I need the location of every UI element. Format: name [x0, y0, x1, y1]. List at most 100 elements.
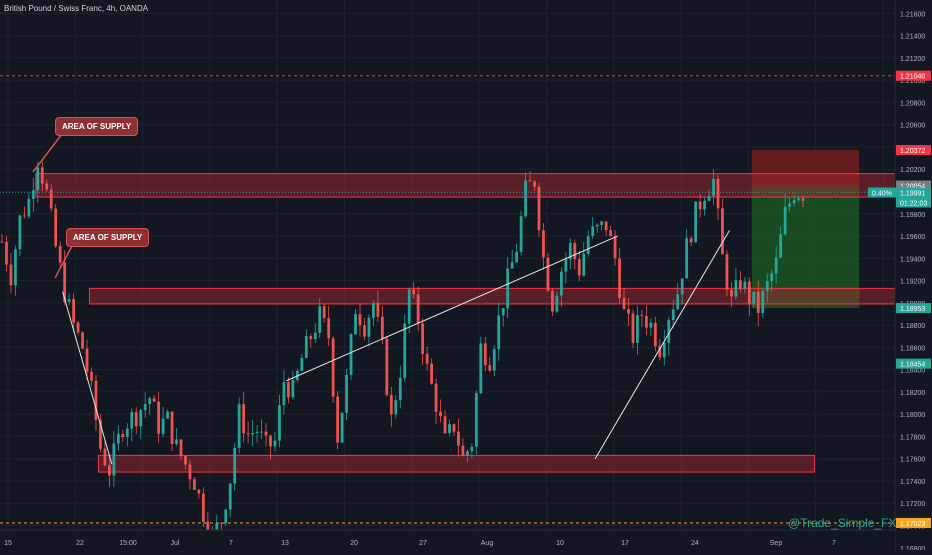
time-tick-label: Sep [770, 540, 783, 547]
time-tick-label: 7 [229, 540, 233, 547]
candle-body [54, 208, 58, 247]
candle-body [792, 200, 796, 204]
candle-body [747, 281, 751, 304]
candle-body [474, 392, 478, 447]
zone-demand-lower [97, 454, 815, 473]
candle-body [287, 382, 290, 398]
annotation-area-of-supply-lower[interactable]: AREA OF SUPPLY [66, 228, 150, 247]
candle-body [184, 456, 187, 465]
candle-body [680, 278, 684, 295]
candle-body [730, 289, 733, 297]
candle-body [94, 380, 98, 420]
candle-body [340, 412, 344, 443]
candle-body [336, 396, 340, 443]
candle-body [703, 200, 706, 210]
time-tick-label: 13 [281, 540, 289, 547]
candle-body [282, 382, 286, 406]
countdown-tag-bg [896, 197, 931, 208]
candle-body [528, 180, 532, 182]
candle-body [694, 201, 698, 243]
candle-body [157, 401, 161, 434]
candle-body [215, 522, 219, 531]
chart-title: British Pound / Swiss Franc, 4h, OANDA [4, 4, 149, 13]
annotation-area-of-supply-upper[interactable]: AREA OF SUPPLY [55, 117, 139, 136]
trendline-channel-upper [286, 235, 618, 382]
candle-body [237, 404, 241, 448]
candle-body [586, 236, 590, 254]
label-1-19991: 1.19991 [900, 191, 925, 198]
candle-body [439, 411, 442, 417]
candle-body [313, 332, 317, 339]
watermark-handle: @Trade_Simple_FX [788, 516, 897, 530]
candle-body [175, 439, 178, 444]
zone-supply-upper [35, 173, 896, 198]
candle-body [349, 334, 353, 375]
label-1-20372: 1.20372 [900, 148, 925, 155]
candle-body [85, 348, 89, 372]
candle-body [609, 230, 612, 237]
price-tick-label: 1.17400 [900, 479, 925, 486]
price-tag-bg [896, 70, 931, 81]
candle-body [278, 405, 281, 441]
price-tick-label: 1.20800 [900, 100, 925, 107]
candle-body [421, 323, 425, 354]
time-axis-bg [0, 530, 895, 550]
candle-body [291, 379, 295, 398]
time-tick-label: 15:00 [119, 540, 137, 547]
candle-body [667, 320, 671, 343]
candle-body [31, 190, 35, 199]
candle-body [457, 431, 460, 446]
candle-body [533, 181, 536, 187]
candle-body [193, 479, 196, 490]
price-tick-label: 1.19800 [900, 212, 925, 219]
label-1-18953: 1.18953 [900, 306, 925, 313]
trendline-rise-line [594, 230, 730, 459]
label-1-21040: 1.21040 [900, 74, 925, 81]
candle-body [555, 295, 559, 312]
candle-body [636, 315, 639, 343]
change-tag-bg [868, 187, 896, 198]
candle-body [698, 201, 702, 210]
candle-body [219, 522, 223, 524]
candle-body [309, 336, 313, 339]
price-tick-label: 1.20200 [900, 167, 925, 174]
price-tick-label: 1.21000 [900, 78, 925, 85]
candle-body [537, 186, 541, 231]
candle-body [260, 431, 263, 433]
candle-body [36, 167, 40, 191]
candle-body [9, 264, 13, 286]
price-tick-label: 1.19400 [900, 256, 925, 263]
candle-body [725, 254, 729, 290]
candle-body [631, 313, 635, 343]
price-tag-bg [896, 358, 931, 369]
candle-body [367, 317, 371, 337]
candle-body [188, 464, 192, 480]
candle-body [595, 224, 599, 227]
candle-body [582, 253, 586, 276]
price-tick-label: 1.19600 [900, 234, 925, 241]
candle-body [166, 411, 169, 419]
candle-body [716, 178, 720, 209]
candle-body [45, 183, 49, 190]
countdown-label: 01:22:03 [900, 201, 927, 208]
candle-body [376, 303, 380, 317]
candle-body [734, 280, 738, 297]
time-tick-label: 10 [556, 540, 564, 547]
candle-body [224, 509, 228, 524]
trendline-channel-lower [62, 291, 113, 465]
candle-body [81, 332, 84, 349]
price-tag-bg [896, 145, 931, 156]
candle-body [130, 412, 134, 429]
price-tick-label: 1.18400 [900, 368, 925, 375]
candle-body [466, 451, 469, 456]
candle-body [479, 343, 483, 393]
candle-body [788, 203, 791, 207]
candle-body [99, 419, 102, 449]
candle-body [761, 290, 765, 313]
candle-body [591, 226, 595, 237]
candle-body [506, 268, 510, 309]
price-tick-label: 1.19200 [900, 279, 925, 286]
candle-body [389, 394, 393, 415]
